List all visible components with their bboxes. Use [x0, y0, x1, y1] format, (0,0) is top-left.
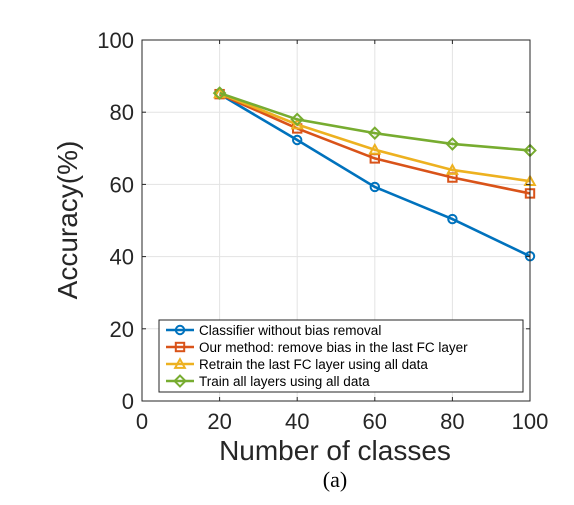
data-point: [290, 117, 304, 130]
data-point: [445, 163, 459, 175]
data-point: [290, 112, 305, 127]
legend-label: Classifier without bias removal: [199, 323, 381, 338]
data-point: [447, 213, 458, 225]
x-tick-label: 100: [512, 409, 549, 434]
legend-label: Train all layers using all data: [199, 374, 370, 389]
y-axis-label: Accuracy(%): [52, 141, 83, 300]
legend-marker: [174, 324, 186, 336]
legend-box: [158, 319, 524, 393]
x-tick-label: 20: [207, 409, 231, 434]
legend-label: Our method: remove bias in the last FC l…: [199, 340, 468, 355]
series-line: [219, 91, 531, 152]
series-line: [219, 92, 531, 183]
legend-marker: [174, 341, 186, 353]
data-point: [368, 142, 382, 155]
x-tick-label: 80: [440, 409, 464, 434]
data-point: [292, 134, 303, 146]
data-point: [445, 137, 460, 151]
x-axis-label: Number of classes: [219, 435, 451, 466]
y-tick-label: 0: [122, 389, 134, 414]
legend-marker: [173, 374, 187, 388]
plot-frame: [141, 39, 531, 402]
data-point: [369, 181, 380, 193]
figure-caption: (a): [323, 467, 347, 492]
series-line: [219, 92, 531, 195]
y-tick-label: 40: [110, 245, 134, 270]
data-point: [367, 126, 382, 141]
y-tick-label: 80: [110, 100, 134, 125]
y-tick-label: 60: [110, 172, 134, 197]
x-tick-label: 40: [285, 409, 309, 434]
legend: Classifier without bias removal Our metho…: [158, 319, 524, 393]
data-point: [212, 86, 227, 100]
y-tick-label: 100: [97, 28, 134, 53]
y-tick-label: 20: [110, 317, 134, 342]
legend-label: Retrain the last FC layer using all data: [199, 357, 428, 372]
axes: 0 20 40 60 80 100 0 20 40 60 80 100: [97, 28, 548, 434]
legend-marker: [173, 357, 187, 369]
series-line: [218, 93, 531, 258]
x-tick-label: 60: [363, 409, 387, 434]
x-tick-label: 0: [136, 409, 148, 434]
